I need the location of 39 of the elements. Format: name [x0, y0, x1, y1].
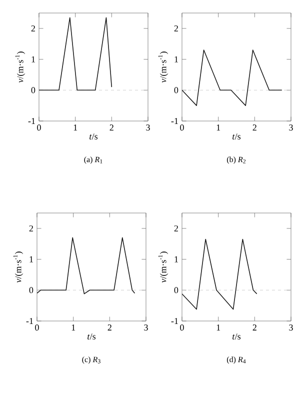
y-tick-label: -1	[26, 318, 33, 324]
x-tick-label: 2	[252, 324, 256, 330]
y-tick-label: -1	[28, 118, 35, 124]
y-tick-label: 2	[174, 25, 178, 32]
x-axis-title: t/s	[232, 333, 241, 340]
x-tick-label: 3	[144, 324, 148, 331]
x-axis-title: t/s	[88, 333, 96, 340]
y-tick-label: 2	[174, 225, 178, 232]
y-tick-label: 2	[29, 225, 33, 232]
x-tick-label: 3	[146, 124, 150, 131]
x-tick-label: 2	[252, 124, 256, 130]
x-tick-label: 0	[37, 124, 41, 131]
y-tick-label: 1	[174, 256, 178, 262]
x-tick-label: 0	[180, 324, 184, 331]
y-tick-label: 0	[29, 287, 34, 294]
x-axis-title: t/s	[90, 133, 98, 140]
x-tick-label: 2	[108, 324, 112, 330]
y-tick-label: -1	[171, 118, 178, 124]
text: (b) R$_{2}$	[226, 156, 246, 164]
x-tick-label: 0	[180, 124, 184, 131]
x-tick-label: 2	[110, 124, 114, 130]
y-tick-label: 0	[174, 87, 178, 94]
y-tick-label: 0	[31, 87, 36, 94]
text: (a) R$_{1}$	[84, 156, 102, 164]
text: (d) R$_{4}$	[226, 356, 246, 364]
x-axis-title: t/s	[232, 133, 241, 140]
x-tick-label: 3	[289, 124, 293, 131]
y-tick-label: 0	[174, 287, 178, 294]
x-tick-label: 1	[216, 324, 220, 330]
x-tick-label: 1	[72, 324, 76, 330]
x-tick-label: 1	[74, 124, 78, 130]
y-tick-label: 1	[32, 56, 35, 62]
x-tick-label: 3	[289, 324, 293, 331]
x-tick-label: 1	[216, 124, 220, 130]
y-tick-label: 1	[30, 256, 33, 262]
y-tick-label: -1	[171, 318, 178, 324]
y-tick-label: 1	[174, 56, 178, 62]
text: (c) R$_{3}$	[82, 356, 100, 364]
y-tick-label: 2	[31, 25, 35, 32]
